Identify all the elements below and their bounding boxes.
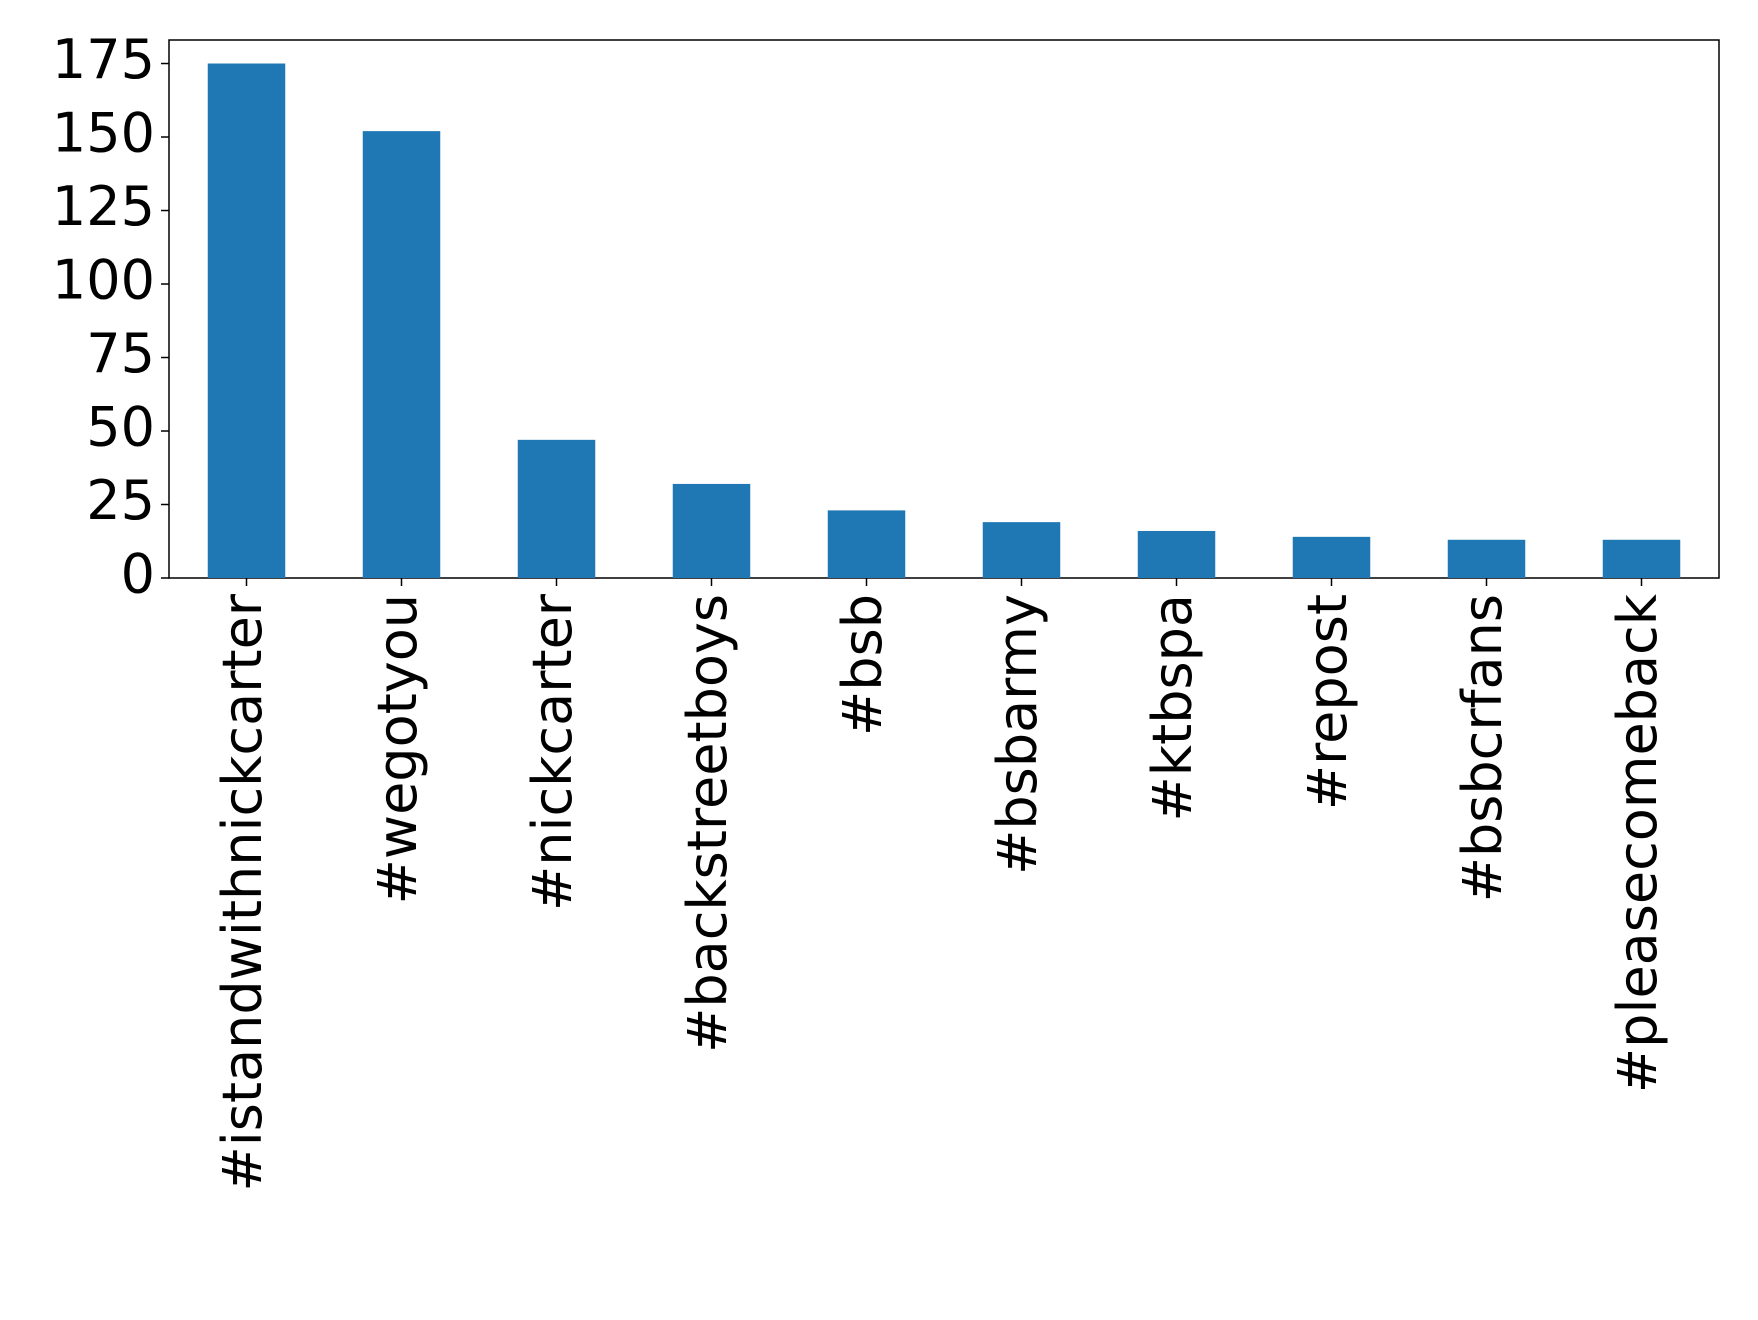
x-tick-label: #pleasecomeback bbox=[1606, 593, 1669, 1093]
bar bbox=[827, 510, 906, 578]
bar bbox=[1292, 536, 1371, 578]
bar bbox=[982, 522, 1061, 578]
y-tick-label: 50 bbox=[86, 396, 155, 459]
x-tick-label: #repost bbox=[1296, 594, 1359, 810]
y-tick-label: 150 bbox=[52, 102, 155, 165]
bar bbox=[207, 63, 286, 579]
x-tick-label: #bsbarmy bbox=[986, 594, 1049, 875]
x-tick-label: #bsb bbox=[831, 594, 894, 736]
y-tick-label: 0 bbox=[121, 543, 155, 606]
y-tick-label: 100 bbox=[52, 249, 155, 312]
x-tick-label: #wegotyou bbox=[366, 594, 429, 904]
x-tick-label: #backstreetboys bbox=[676, 594, 739, 1053]
axes-frame bbox=[168, 39, 1720, 579]
y-tick-label: 175 bbox=[52, 28, 155, 91]
bar bbox=[1137, 530, 1216, 578]
x-tick-label: #bsbcrfans bbox=[1451, 594, 1514, 902]
y-tick-label: 75 bbox=[86, 322, 155, 385]
x-tick-label: #istandwithnickcarter bbox=[211, 593, 274, 1191]
bar bbox=[672, 483, 751, 578]
bar bbox=[1602, 539, 1681, 578]
bar bbox=[1447, 539, 1526, 578]
x-tick-label: #ktbspa bbox=[1141, 594, 1204, 821]
x-tick-label: #nickcarter bbox=[521, 593, 584, 911]
y-tick-label: 25 bbox=[86, 469, 155, 532]
y-tick-label: 125 bbox=[52, 175, 155, 238]
bar bbox=[362, 131, 441, 579]
bar bbox=[517, 439, 596, 578]
